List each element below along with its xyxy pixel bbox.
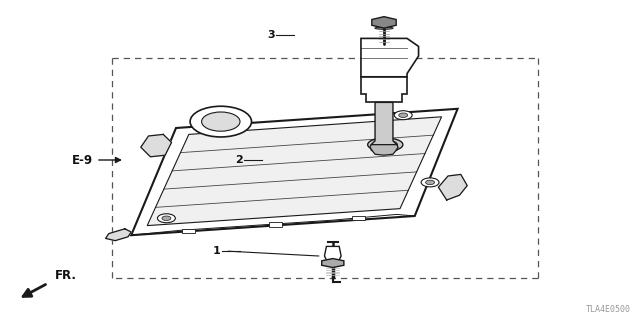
Circle shape — [190, 106, 252, 137]
Circle shape — [157, 214, 175, 223]
Text: FR.: FR. — [54, 268, 76, 282]
FancyBboxPatch shape — [269, 222, 282, 227]
Polygon shape — [106, 229, 131, 241]
Circle shape — [394, 111, 412, 120]
Polygon shape — [324, 246, 341, 260]
Text: 2: 2 — [236, 155, 243, 165]
Circle shape — [421, 178, 439, 187]
FancyBboxPatch shape — [352, 216, 365, 220]
Text: TLA4E0500: TLA4E0500 — [586, 305, 630, 314]
Text: 3: 3 — [268, 30, 275, 40]
Polygon shape — [372, 17, 396, 28]
Ellipse shape — [375, 27, 393, 29]
Polygon shape — [371, 102, 397, 150]
FancyBboxPatch shape — [182, 229, 195, 233]
Circle shape — [426, 180, 435, 185]
Polygon shape — [361, 77, 407, 102]
Ellipse shape — [367, 138, 403, 151]
Circle shape — [399, 113, 408, 117]
Polygon shape — [322, 259, 344, 268]
Text: 1: 1 — [213, 246, 221, 256]
Ellipse shape — [373, 140, 397, 149]
Circle shape — [202, 112, 240, 131]
Polygon shape — [141, 134, 172, 157]
Polygon shape — [361, 38, 419, 77]
Polygon shape — [438, 174, 467, 200]
Polygon shape — [370, 145, 398, 155]
Circle shape — [162, 216, 171, 220]
Polygon shape — [147, 117, 442, 226]
Polygon shape — [131, 109, 458, 235]
Text: E-9: E-9 — [72, 154, 93, 166]
